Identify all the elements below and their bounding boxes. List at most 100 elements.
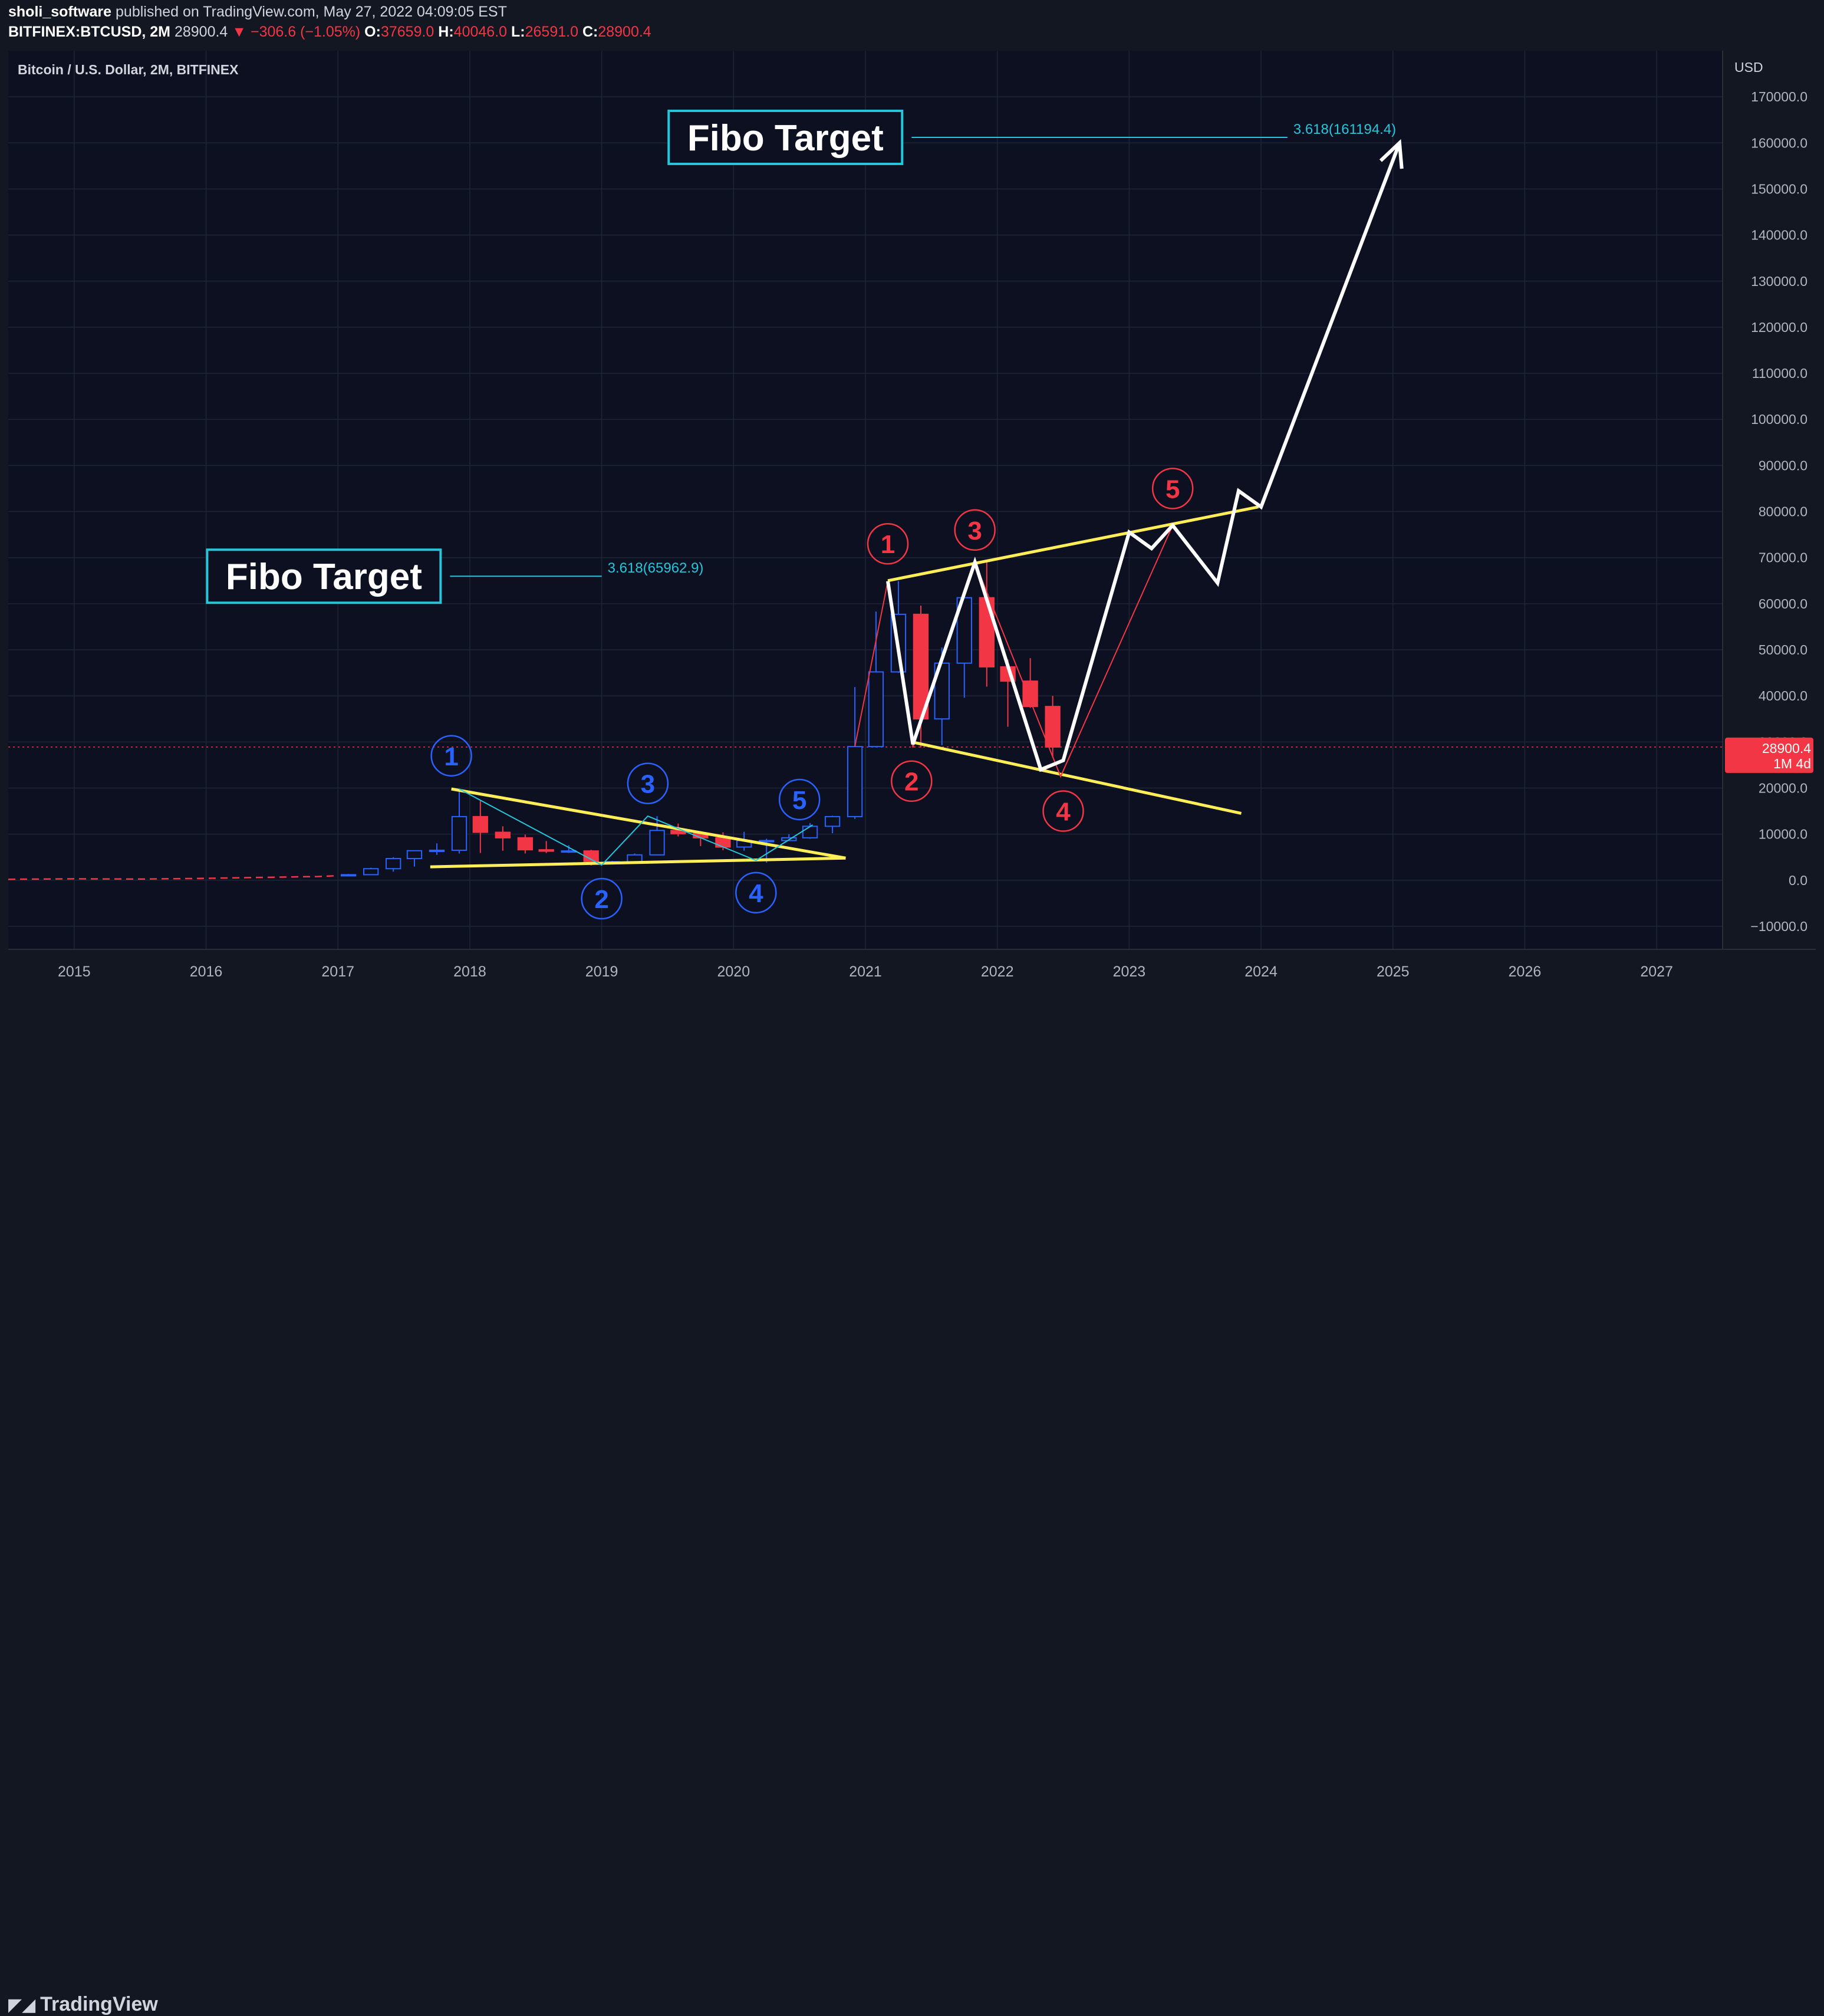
- price-tick-label: 170000.0: [1751, 89, 1807, 104]
- candle-down: [715, 837, 731, 848]
- candle-up: [824, 815, 841, 827]
- wave-label-text: 3: [641, 770, 655, 799]
- chart-area[interactable]: 1 2 3 4 5 1 2 3 4 5 3.618(65962.9) Fibo Target 3.618…: [8, 51, 1816, 992]
- price-tick-label: 150000.0: [1751, 181, 1807, 196]
- candle-up: [868, 671, 884, 748]
- low-label: L:: [511, 24, 525, 40]
- wave-label-text: 3: [967, 517, 982, 545]
- symbol-label[interactable]: BITFINEX:BTCUSD, 2M: [8, 24, 170, 40]
- candle-down: [1045, 706, 1061, 748]
- early-history-line: [8, 874, 338, 880]
- candle-up: [429, 849, 445, 852]
- price-tick-label: 110000.0: [1752, 366, 1807, 381]
- tradingview-logo[interactable]: ◤◢ TradingView: [8, 1993, 158, 2016]
- candle-up: [340, 874, 357, 877]
- price-axis[interactable]: −10000.00.010000.020000.030000.040000.05…: [1722, 51, 1816, 992]
- candle-up: [451, 815, 467, 851]
- time-tick-label: 2020: [717, 963, 750, 980]
- price-tick-label: 160000.0: [1751, 135, 1807, 150]
- wedge-bottom-line: [911, 740, 1242, 815]
- time-tick-label: 2024: [1244, 963, 1278, 980]
- wave-label-circle: [778, 778, 821, 821]
- last-price-badge-countdown: 1M 4d: [1773, 756, 1811, 771]
- wave-label-circle: [1151, 468, 1194, 509]
- fibo-target-box[interactable]: Fibo Target: [206, 548, 442, 604]
- high-label: H:: [438, 24, 454, 40]
- open-value: 37659.0: [380, 24, 434, 40]
- wave-label-text: 1: [444, 742, 458, 771]
- wave-label-text: 2: [594, 885, 608, 914]
- wave-label-circle: [627, 762, 669, 804]
- time-tick-label: 2015: [58, 963, 91, 980]
- price-tick-label: 80000.0: [1759, 504, 1807, 519]
- footer-bar: ◤◢ TradingView: [0, 993, 1824, 2015]
- chart-title: Bitcoin / U.S. Dollar, 2M, BITFINEX: [18, 62, 239, 77]
- low-value: 26591.0: [525, 24, 578, 40]
- candle-up: [406, 850, 423, 860]
- chart-header: sholi_software published on TradingView.…: [0, 0, 1824, 46]
- price-tick-label: 70000.0: [1759, 550, 1807, 565]
- time-tick-label: 2017: [321, 963, 354, 980]
- wave-label-circle: [581, 877, 623, 920]
- drawing-overlays: 1 2 3 4 5 1 2 3 4 5 3.618(65962.9) Fibo Target 3.618…: [206, 109, 1404, 920]
- candle-down: [538, 849, 554, 852]
- candle-up: [649, 830, 665, 856]
- price-tick-label: 90000.0: [1759, 458, 1807, 473]
- published-text: published on TradingView.com, May 27, 20…: [116, 4, 507, 20]
- triangle-top-line: [451, 787, 846, 860]
- wave-label-text: 2: [904, 768, 918, 797]
- wave-label[interactable]: 4: [735, 871, 777, 914]
- last-price-badge-bg: [1725, 737, 1813, 773]
- author-name[interactable]: sholi_software: [8, 4, 112, 20]
- wave-label[interactable]: 2: [581, 877, 623, 920]
- open-label: O:: [364, 24, 381, 40]
- price-tick-label: 140000.0: [1751, 228, 1807, 243]
- fibo-target-border: [667, 109, 904, 165]
- price-tick-label: 120000.0: [1751, 320, 1807, 335]
- time-axis-bg: [8, 949, 1816, 992]
- wave-label[interactable]: 2: [891, 760, 933, 802]
- wave-label-circle: [867, 522, 909, 565]
- wave-label-circle: [735, 871, 777, 914]
- wave-label-text: 4: [1056, 798, 1071, 827]
- fibo-target-border: [206, 548, 442, 604]
- time-tick-label: 2016: [190, 963, 223, 980]
- high-value: 40046.0: [453, 24, 508, 40]
- candle-up: [802, 826, 818, 838]
- price-tick-label: 10000.0: [1759, 827, 1807, 842]
- price-tick-label: 40000.0: [1759, 688, 1807, 703]
- last-price-badge[interactable]: 28900.41M 4d: [1725, 737, 1813, 773]
- time-tick-label: 2026: [1509, 963, 1542, 980]
- price-tick-label: 60000.0: [1759, 596, 1807, 611]
- fibo-level-label: 3.618(65962.9): [608, 560, 704, 576]
- last-price-text: 28900.4: [174, 24, 228, 40]
- wave-label[interactable]: 1: [430, 735, 472, 777]
- time-tick-label: 2023: [1113, 963, 1146, 980]
- wedge-top-line: [887, 505, 1259, 583]
- fibo-target-box[interactable]: Fibo Target: [667, 109, 904, 165]
- wave-label[interactable]: 4: [1042, 790, 1084, 832]
- close-value: 28900.4: [598, 24, 651, 40]
- wave-label[interactable]: 3: [627, 762, 669, 804]
- candle-up: [386, 858, 401, 870]
- price-chart[interactable]: 1 2 3 4 5 1 2 3 4 5 3.618(65962.9) Fibo Target 3.618…: [8, 51, 1816, 992]
- change-text: ▼ −306.6 (−1.05%): [232, 24, 361, 40]
- price-axis-bg: [1723, 51, 1816, 992]
- wave-label[interactable]: 3: [954, 509, 996, 551]
- price-tick-label: 20000.0: [1759, 780, 1807, 795]
- candle-up: [363, 868, 379, 876]
- price-tick-label: 50000.0: [1759, 642, 1807, 657]
- candle-up: [561, 850, 577, 853]
- time-tick-label: 2027: [1640, 963, 1673, 980]
- time-axis[interactable]: 2015 2016 2017 2018 2019 2020 2021 2022 2023 2024…: [8, 949, 1816, 992]
- candle-up: [759, 840, 775, 843]
- wave-label-text: 4: [749, 879, 763, 908]
- candle-down: [517, 837, 534, 851]
- last-price-badge-value: 28900.4: [1762, 741, 1811, 756]
- wave-label[interactable]: 5: [1151, 468, 1194, 509]
- wave-label[interactable]: 1: [867, 522, 909, 565]
- wave-label[interactable]: 5: [778, 778, 821, 821]
- price-tick-label: 100000.0: [1751, 412, 1807, 427]
- candle-up: [627, 854, 643, 863]
- triangle-bottom-line: [430, 856, 846, 869]
